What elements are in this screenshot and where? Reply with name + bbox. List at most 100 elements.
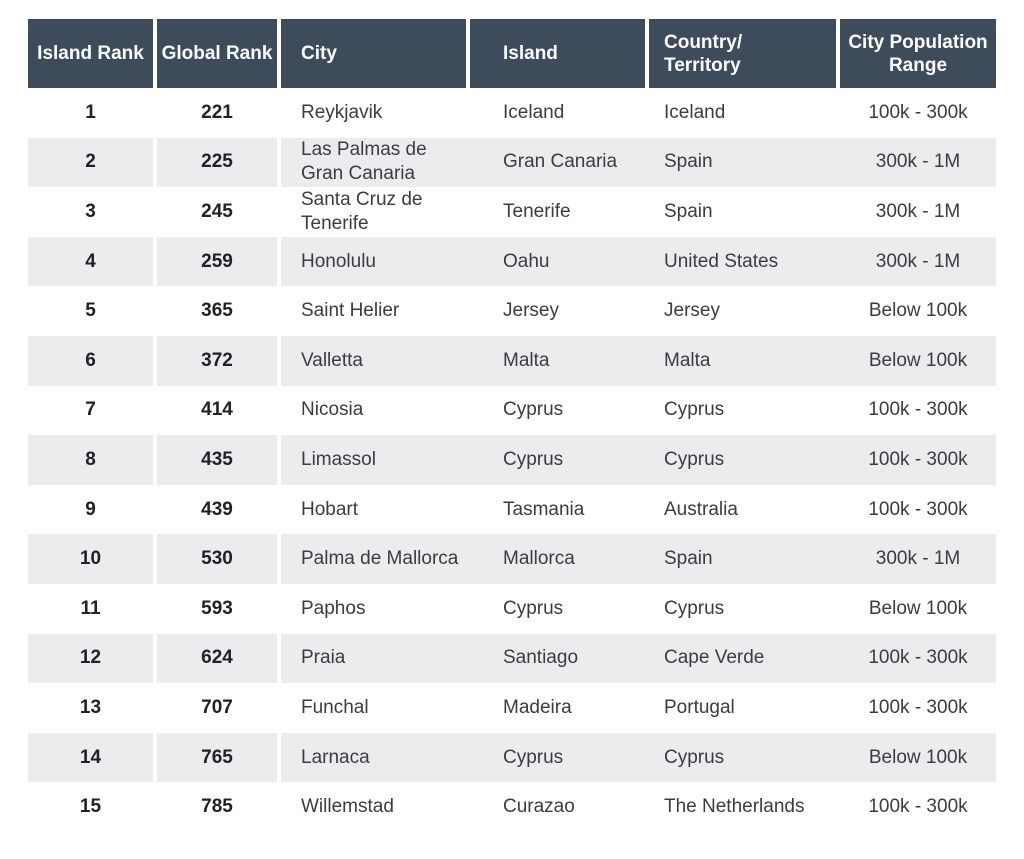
col-header-population-range: City Population Range	[840, 19, 996, 88]
table-row: 3 245 Santa Cruz de Tenerife Tenerife Sp…	[28, 187, 996, 237]
cell-population-range: 100k - 300k	[868, 796, 968, 818]
cell-island-rank: 6	[28, 335, 157, 386]
table-row: 4 259 Honolulu Oahu United States 300k -…	[28, 236, 996, 287]
cell-island-rank: 12	[28, 633, 157, 684]
cell-island: Cyprus	[503, 597, 564, 619]
cell-global-rank: 225	[157, 137, 281, 188]
cell-country: The Netherlands	[664, 796, 805, 818]
cell-island-rank: 3	[28, 187, 157, 237]
cell-city: Willemstad	[301, 796, 394, 818]
cell-city: Saint Helier	[301, 300, 400, 322]
cell-city: Larnaca	[281, 732, 470, 783]
cell-global-rank: 439	[157, 484, 281, 535]
cell-island: Santiago	[470, 633, 649, 684]
cell-island: Tenerife	[503, 200, 571, 222]
cell-population-range: 300k - 1M	[840, 236, 996, 287]
cell-country: United States	[649, 236, 840, 287]
cell-island-rank: 13	[28, 683, 157, 733]
cell-island: Cyprus	[503, 399, 564, 421]
table-row: 15 785 Willemstad Curazao The Netherland…	[28, 782, 996, 832]
table-row: 11 593 Paphos Cyprus Cyprus Below 100k	[28, 583, 996, 634]
table-row: 7 414 Nicosia Cyprus Cyprus 100k - 300k	[28, 385, 996, 436]
cell-country: Malta	[649, 335, 840, 386]
cell-city: Praia	[281, 633, 470, 684]
cell-island: Oahu	[470, 236, 649, 287]
cell-population-range: Below 100k	[840, 335, 996, 386]
cell-country: Cyprus	[664, 399, 725, 421]
cell-island-rank: 4	[28, 236, 157, 287]
cell-global-rank: 435	[157, 435, 281, 485]
table-body: 1 221 Reykjavik Iceland Iceland 100k - 3…	[28, 88, 996, 832]
table-row: 1 221 Reykjavik Iceland Iceland 100k - 3…	[28, 88, 996, 138]
col-header-island: Island	[470, 19, 649, 88]
col-header-island-rank: Island Rank	[28, 19, 157, 88]
cell-island-rank: 9	[28, 484, 157, 535]
cell-global-rank: 414	[157, 385, 281, 436]
cell-island: Jersey	[503, 300, 559, 322]
cell-island: Malta	[470, 335, 649, 386]
cell-island: Gran Canaria	[470, 137, 649, 188]
cell-population-range: Below 100k	[840, 732, 996, 783]
col-header-country: Country/ Territory	[649, 19, 840, 88]
cell-global-rank: 593	[157, 583, 281, 634]
table-row: 12 624 Praia Santiago Cape Verde 100k - …	[28, 633, 996, 684]
island-cities-table-wrap: Island Rank Global Rank City Island Coun…	[28, 19, 996, 832]
cell-global-rank: 365	[157, 286, 281, 336]
cell-city: Honolulu	[281, 236, 470, 287]
cell-country: Australia	[664, 498, 738, 520]
cell-island: Mallorca	[470, 534, 649, 584]
cell-global-rank: 785	[157, 782, 281, 832]
table-row: 5 365 Saint Helier Jersey Jersey Below 1…	[28, 286, 996, 336]
cell-island-rank: 2	[28, 137, 157, 188]
cell-global-rank: 372	[157, 335, 281, 386]
cell-country: Jersey	[664, 300, 720, 322]
cell-global-rank: 259	[157, 236, 281, 287]
cell-country: Portugal	[664, 696, 735, 718]
cell-city: Hobart	[301, 498, 359, 520]
cell-island-rank: 11	[28, 583, 157, 634]
cell-island: Cyprus	[470, 435, 649, 485]
col-header-city: City	[281, 19, 470, 88]
cell-country: Cyprus	[649, 732, 840, 783]
cell-island: Iceland	[503, 101, 565, 123]
cell-island: Tasmania	[503, 498, 585, 520]
cell-city: Valletta	[281, 335, 470, 386]
cell-population-range: 100k - 300k	[868, 696, 968, 718]
cell-island-rank: 15	[28, 782, 157, 832]
cell-country: Cyprus	[649, 435, 840, 485]
cell-island: Curazao	[503, 796, 575, 818]
table-row: 13 707 Funchal Madeira Portugal 100k - 3…	[28, 683, 996, 733]
cell-island-rank: 14	[28, 732, 157, 783]
cell-city: Las Palmas de Gran Canaria	[281, 137, 470, 188]
cell-city: Paphos	[301, 597, 366, 619]
table-header: Island Rank Global Rank City Island Coun…	[28, 19, 996, 88]
cell-population-range: 100k - 300k	[868, 498, 968, 520]
cell-population-range: 100k - 300k	[868, 399, 968, 421]
cell-city: Reykjavik	[301, 101, 383, 123]
cell-population-range: 100k - 300k	[868, 101, 968, 123]
cell-island-rank: 1	[28, 88, 157, 138]
cell-country: Spain	[649, 534, 840, 584]
table-row: 14 765 Larnaca Cyprus Cyprus Below 100k	[28, 732, 996, 783]
header-row: Island Rank Global Rank City Island Coun…	[28, 19, 996, 88]
cell-island: Cyprus	[470, 732, 649, 783]
cell-island-rank: 8	[28, 435, 157, 485]
cell-city: Funchal	[301, 696, 369, 718]
cell-island-rank: 5	[28, 286, 157, 336]
table-row: 2 225 Las Palmas de Gran Canaria Gran Ca…	[28, 137, 996, 188]
cell-island-rank: 10	[28, 534, 157, 584]
cell-global-rank: 530	[157, 534, 281, 584]
cell-population-range: 100k - 300k	[840, 435, 996, 485]
cell-country: Spain	[664, 200, 713, 222]
cell-city: Santa Cruz de Tenerife	[301, 188, 423, 234]
cell-city: Palma de Mallorca	[281, 534, 470, 584]
cell-country: Spain	[649, 137, 840, 188]
cell-global-rank: 707	[157, 683, 281, 733]
cell-country: Cape Verde	[649, 633, 840, 684]
cell-population-range: Below 100k	[868, 300, 968, 322]
cell-country: Cyprus	[664, 597, 725, 619]
table-row: 10 530 Palma de Mallorca Mallorca Spain …	[28, 534, 996, 584]
cell-global-rank: 765	[157, 732, 281, 783]
cell-population-range: 300k - 1M	[875, 200, 961, 222]
cell-population-range: 300k - 1M	[840, 534, 996, 584]
